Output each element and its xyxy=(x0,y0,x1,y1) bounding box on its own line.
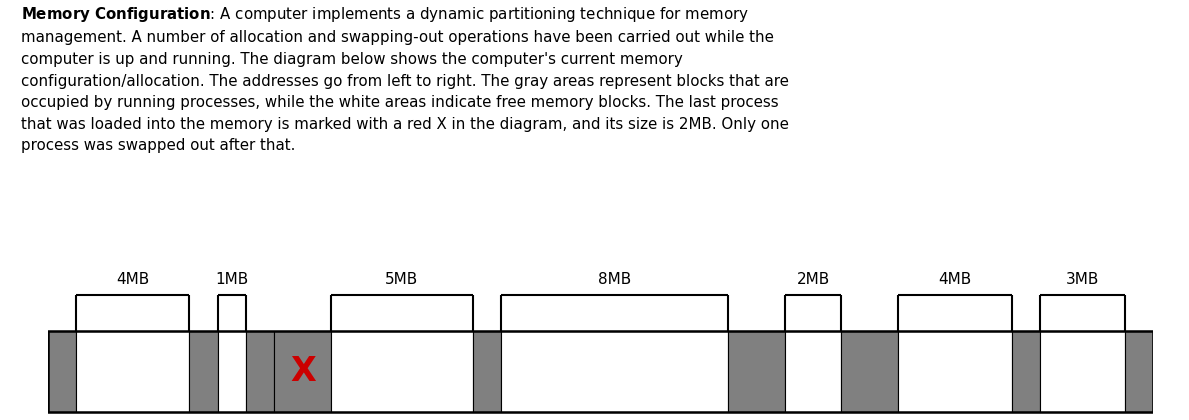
Bar xyxy=(842,331,898,412)
Bar xyxy=(898,331,1012,412)
Bar xyxy=(275,331,331,412)
Text: 3MB: 3MB xyxy=(1065,272,1099,287)
Bar xyxy=(728,331,785,412)
Bar xyxy=(76,331,189,412)
Text: $\mathbf{Memory\ Configuration}$: A computer implements a dynamic partitioning t: $\mathbf{Memory\ Configuration}$: A comp… xyxy=(21,5,789,153)
Bar xyxy=(502,331,728,412)
Bar xyxy=(189,331,218,412)
Bar xyxy=(331,331,473,412)
Text: X: X xyxy=(290,355,315,388)
Text: 1MB: 1MB xyxy=(215,272,249,287)
Text: 2MB: 2MB xyxy=(797,272,830,287)
Text: 4MB: 4MB xyxy=(117,272,150,287)
Bar xyxy=(1012,331,1040,412)
Bar xyxy=(218,331,246,412)
Text: 5MB: 5MB xyxy=(385,272,419,287)
Bar xyxy=(473,331,502,412)
Text: 8MB: 8MB xyxy=(598,272,631,287)
Bar xyxy=(1040,331,1125,412)
Bar xyxy=(1125,331,1153,412)
Bar xyxy=(48,331,76,412)
Bar xyxy=(48,331,1153,412)
Text: 4MB: 4MB xyxy=(938,272,971,287)
Bar xyxy=(785,331,842,412)
Bar xyxy=(246,331,275,412)
